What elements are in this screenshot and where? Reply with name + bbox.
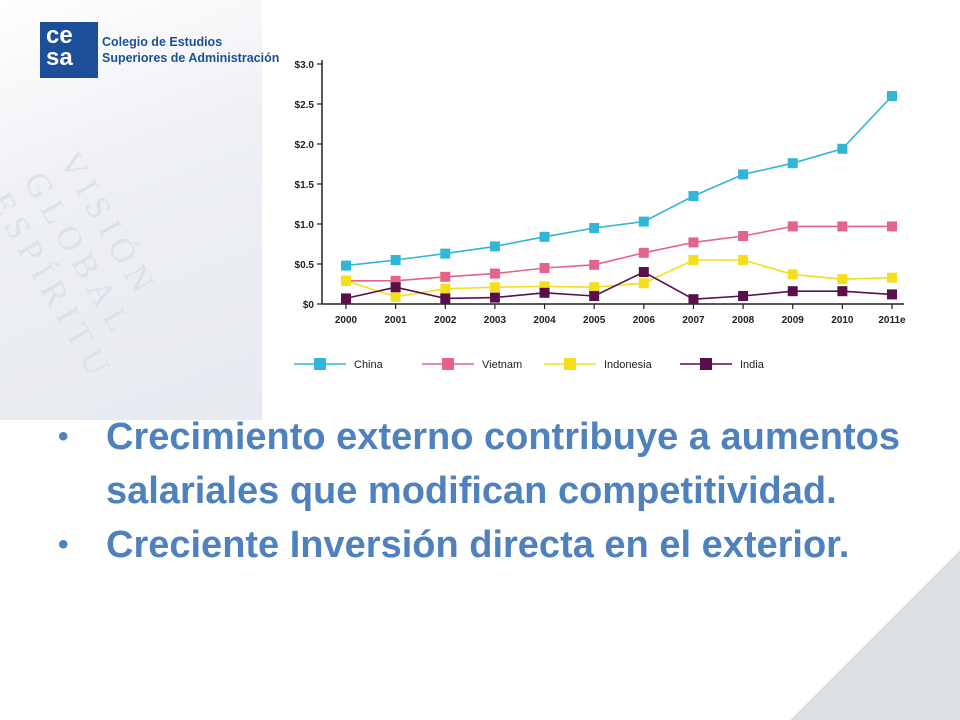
- data-point-china: [738, 169, 749, 180]
- series-line-china: [345, 95, 893, 267]
- data-point-india: [887, 289, 897, 300]
- y-tick-label: $1.5: [295, 180, 315, 191]
- data-point-indonesia: [738, 255, 749, 265]
- logo-text: Colegio de Estudios Superiores de Admini…: [102, 34, 279, 66]
- legend-label-china: China: [354, 359, 384, 371]
- x-tick-label: 2001: [385, 315, 408, 326]
- data-point-indonesia: [390, 291, 401, 302]
- data-point-china: [688, 191, 699, 201]
- data-point-indonesia: [837, 274, 848, 285]
- legend-label-vietnam: Vietnam: [482, 359, 522, 371]
- y-tick-label: $3.0: [295, 60, 315, 71]
- data-point-vietnam: [390, 275, 401, 286]
- y-tick-label: $2.5: [295, 100, 315, 111]
- data-point-vietnam: [589, 259, 600, 270]
- x-tick-label: 2006: [633, 315, 656, 326]
- data-point-india: [738, 291, 749, 301]
- data-point-vietnam: [638, 247, 649, 258]
- data-point-india: [341, 293, 351, 304]
- data-point-china: [440, 248, 451, 259]
- data-point-indonesia: [489, 282, 500, 293]
- data-point-china: [638, 216, 649, 227]
- data-point-indonesia: [539, 281, 550, 292]
- y-tick-label: $0: [303, 300, 315, 311]
- bullet-item-2: • Creciente Inversión directa en el exte…: [58, 518, 918, 572]
- data-point-indonesia: [887, 272, 897, 283]
- data-point-india: [539, 287, 550, 298]
- data-point-indonesia: [589, 282, 600, 293]
- legend-marker-india: [700, 358, 712, 370]
- x-tick-label: 2004: [533, 315, 556, 326]
- bullet-text-2: Creciente Inversión directa en el exteri…: [106, 524, 850, 566]
- data-point-indonesia: [440, 283, 451, 294]
- legend-marker-indonesia: [564, 358, 576, 370]
- data-point-china: [887, 91, 897, 101]
- series-line-india: [345, 271, 893, 301]
- data-point-india: [688, 294, 699, 305]
- data-point-china: [390, 255, 401, 265]
- data-point-indonesia: [341, 275, 351, 286]
- bullet-list: • Crecimiento externo contribuye a aumen…: [58, 410, 918, 572]
- x-tick-label: 2000: [335, 315, 358, 326]
- data-point-india: [440, 293, 451, 304]
- logo-mark: ce sa: [40, 22, 98, 78]
- legend-marker-vietnam: [442, 358, 454, 370]
- data-point-vietnam: [837, 221, 848, 232]
- data-point-india: [489, 292, 500, 303]
- data-point-vietnam: [887, 221, 897, 232]
- bullet-item-1: • Crecimiento externo contribuye a aumen…: [58, 410, 918, 518]
- cesa-logo: ce sa Colegio de Estudios Superiores de …: [40, 22, 279, 78]
- data-point-indonesia: [638, 278, 649, 289]
- series-line-vietnam: [346, 225, 892, 282]
- y-tick-label: $1.0: [295, 220, 315, 231]
- data-point-vietnam: [738, 231, 749, 241]
- data-point-indonesia: [787, 269, 798, 280]
- legend-label-indonesia: Indonesia: [604, 359, 653, 371]
- x-tick-label: 2011e: [878, 315, 906, 326]
- data-point-china: [787, 158, 798, 169]
- x-tick-label: 2002: [434, 315, 457, 326]
- x-tick-label: 2008: [732, 315, 755, 326]
- data-point-india: [837, 286, 848, 297]
- x-tick-label: 2003: [484, 315, 507, 326]
- data-point-vietnam: [440, 271, 451, 282]
- logo-line-1: Colegio de Estudios: [102, 35, 223, 49]
- data-point-indonesia: [688, 255, 699, 265]
- data-point-india: [390, 282, 401, 293]
- data-point-china: [489, 241, 500, 252]
- data-point-vietnam: [489, 268, 500, 279]
- legend-label-india: India: [740, 359, 765, 371]
- legend-marker-china: [314, 358, 326, 370]
- data-point-china: [341, 260, 351, 271]
- data-point-china: [589, 223, 600, 233]
- data-point-vietnam: [539, 263, 550, 273]
- logo-line-2: Superiores de Administración: [102, 51, 280, 65]
- y-tick-label: $2.0: [295, 140, 315, 151]
- chart-svg: $0 $0.5 $1.0 $1.5 $2.0 $2.5 $3.0 2000 2001 2002 20…: [294, 60, 906, 371]
- x-tick-label: 2005: [583, 315, 606, 326]
- data-point-vietnam: [787, 221, 798, 232]
- data-point-india: [787, 286, 798, 297]
- bullet-text-1: Crecimiento externo contribuye a aumento…: [106, 416, 900, 512]
- x-tick-label: 2010: [831, 315, 854, 326]
- y-tick-label: $0.5: [295, 260, 315, 271]
- data-point-india: [638, 267, 649, 277]
- data-point-china: [837, 143, 848, 154]
- x-tick-label: 2007: [682, 315, 705, 326]
- bullet-icon: •: [58, 528, 69, 561]
- background-corner: [790, 550, 960, 720]
- data-point-india: [589, 291, 600, 301]
- series-line-indonesia: [345, 259, 893, 298]
- data-point-china: [539, 231, 550, 242]
- bullet-icon: •: [58, 420, 69, 453]
- data-point-vietnam: [688, 237, 699, 248]
- wage-line-chart: $0 $0.5 $1.0 $1.5 $2.0 $2.5 $3.0 2000 2001 2002 20…: [282, 50, 922, 390]
- x-tick-label: 2009: [782, 315, 805, 326]
